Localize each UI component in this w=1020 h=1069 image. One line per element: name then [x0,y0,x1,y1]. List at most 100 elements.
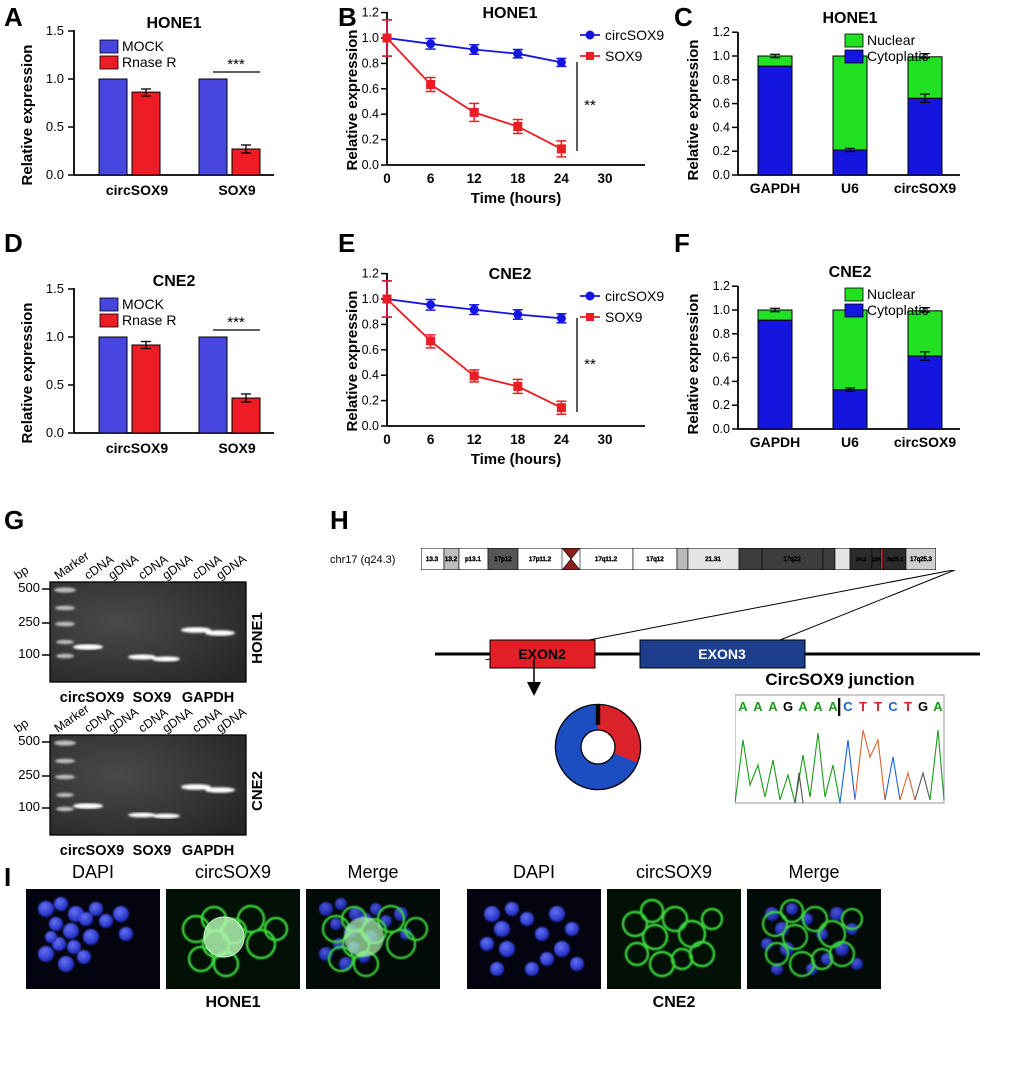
svg-text:circSOX9: circSOX9 [106,182,168,198]
svg-text:G: G [918,699,928,714]
svg-text:circSOX9: circSOX9 [605,27,664,43]
svg-text:Nuclear: Nuclear [867,32,916,48]
svg-text:0.0: 0.0 [713,168,730,182]
svg-text:0.0: 0.0 [46,167,64,182]
svg-text:SOX9: SOX9 [218,182,256,198]
svg-text:0.0: 0.0 [46,425,64,440]
svg-text:17p11.2: 17p11.2 [529,556,552,563]
svg-text:1.5: 1.5 [46,23,64,38]
svg-text:0.0: 0.0 [362,419,379,433]
svg-text:30: 30 [597,171,612,186]
svg-text:13.3: 13.3 [426,556,439,563]
svg-text:CNE2: CNE2 [489,266,532,283]
svg-text:0.4: 0.4 [713,374,730,388]
svg-text:circSOX9: circSOX9 [60,843,125,859]
svg-text:chr17 (q24.3): chr17 (q24.3) [330,554,395,566]
svg-text:3q25.1: 3q25.1 [887,557,904,563]
svg-text:17q25.3: 17q25.3 [910,557,932,563]
svg-text:circSOX9: circSOX9 [894,180,956,196]
svg-text:0.2: 0.2 [362,133,379,147]
svg-text:T: T [904,699,912,714]
svg-text:0.8: 0.8 [713,327,730,341]
svg-text:GAPDH: GAPDH [182,843,234,859]
svg-text:Time (hours): Time (hours) [471,451,562,468]
svg-text:SOX9: SOX9 [133,843,172,859]
svg-text:circSOX9: circSOX9 [605,288,664,304]
svg-text:0.8: 0.8 [362,56,379,70]
svg-text:0.2: 0.2 [713,398,730,412]
svg-text:12: 12 [467,171,482,186]
svg-text:1.0: 1.0 [362,31,379,45]
svg-text:**: ** [584,97,596,114]
svg-text:1.0: 1.0 [713,303,730,317]
svg-text:17q12: 17q12 [646,556,664,563]
svg-text:500: 500 [18,733,40,748]
svg-text:CNE2: CNE2 [249,771,266,811]
svg-text:0.8: 0.8 [713,73,730,87]
svg-text:0.5: 0.5 [46,377,64,392]
svg-text:0: 0 [383,171,391,186]
svg-text:13.2: 13.2 [445,556,458,563]
svg-text:Rnase R: Rnase R [122,54,176,70]
svg-text:circSOX9: circSOX9 [894,434,956,450]
svg-text:1.2: 1.2 [713,25,730,39]
svg-text:T: T [874,699,882,714]
svg-text:A: A [738,699,748,714]
svg-text:A: A [753,699,763,714]
svg-text:0: 0 [383,432,391,447]
svg-text:0.8: 0.8 [362,317,379,331]
svg-text:0.6: 0.6 [362,82,379,96]
svg-text:***: *** [227,314,245,331]
svg-text:U6: U6 [841,180,859,196]
svg-text:SOX9: SOX9 [605,309,643,325]
svg-text:GAPDH: GAPDH [750,180,801,196]
svg-text:1.2: 1.2 [362,6,379,20]
svg-text:24: 24 [554,432,570,447]
svg-text:A: A [798,699,808,714]
svg-text:100: 100 [18,646,40,661]
svg-text:17q22: 17q22 [783,556,801,563]
svg-text:0.4: 0.4 [362,107,379,121]
svg-text:0.2: 0.2 [713,144,730,158]
svg-text:18: 18 [510,432,526,447]
svg-text:6: 6 [427,432,435,447]
svg-text:Relative expression: Relative expression [685,40,702,181]
svg-text:0.0: 0.0 [713,422,730,436]
svg-text:SOX9: SOX9 [218,440,256,456]
svg-text:1.0: 1.0 [713,49,730,63]
svg-text:0.2: 0.2 [362,394,379,408]
svg-text:T: T [859,699,867,714]
svg-text:MOCK: MOCK [122,38,165,54]
svg-text:CNE2: CNE2 [829,264,872,281]
svg-text:17q11.2: 17q11.2 [595,556,618,563]
svg-text:1.5: 1.5 [46,281,64,296]
svg-text:24: 24 [554,171,570,186]
svg-text:G: G [783,699,793,714]
svg-text:p13.1: p13.1 [465,556,481,563]
svg-text:Cytoplatic: Cytoplatic [867,302,928,318]
svg-text:6: 6 [427,171,435,186]
svg-text:21.31: 21.31 [705,556,721,563]
svg-text:HONE1: HONE1 [249,612,266,664]
svg-text:12: 12 [467,432,482,447]
svg-text:HONE1: HONE1 [146,15,201,32]
svg-text:CircSOX9 junction: CircSOX9 junction [765,670,914,689]
svg-text:100: 100 [18,799,40,814]
svg-text:CNE2: CNE2 [153,273,196,290]
svg-text:0.6: 0.6 [713,97,730,111]
svg-text:1.0: 1.0 [362,292,379,306]
svg-text:Relative expression: Relative expression [19,303,36,444]
svg-text:circSOX9: circSOX9 [106,440,168,456]
svg-text:EXON3: EXON3 [698,646,746,662]
svg-text:17p12: 17p12 [494,556,512,563]
svg-text:SOX9: SOX9 [605,48,643,64]
svg-text:1.2: 1.2 [713,279,730,293]
svg-text:A: A [933,699,943,714]
svg-text:0.6: 0.6 [713,351,730,365]
svg-text:HONE1: HONE1 [482,5,537,22]
svg-text:18: 18 [510,171,526,186]
svg-text:MOCK: MOCK [122,296,165,312]
svg-text:Rnase R: Rnase R [122,312,176,328]
svg-text:Cytoplatic: Cytoplatic [867,48,928,64]
svg-text:24.2: 24.2 [856,557,867,563]
